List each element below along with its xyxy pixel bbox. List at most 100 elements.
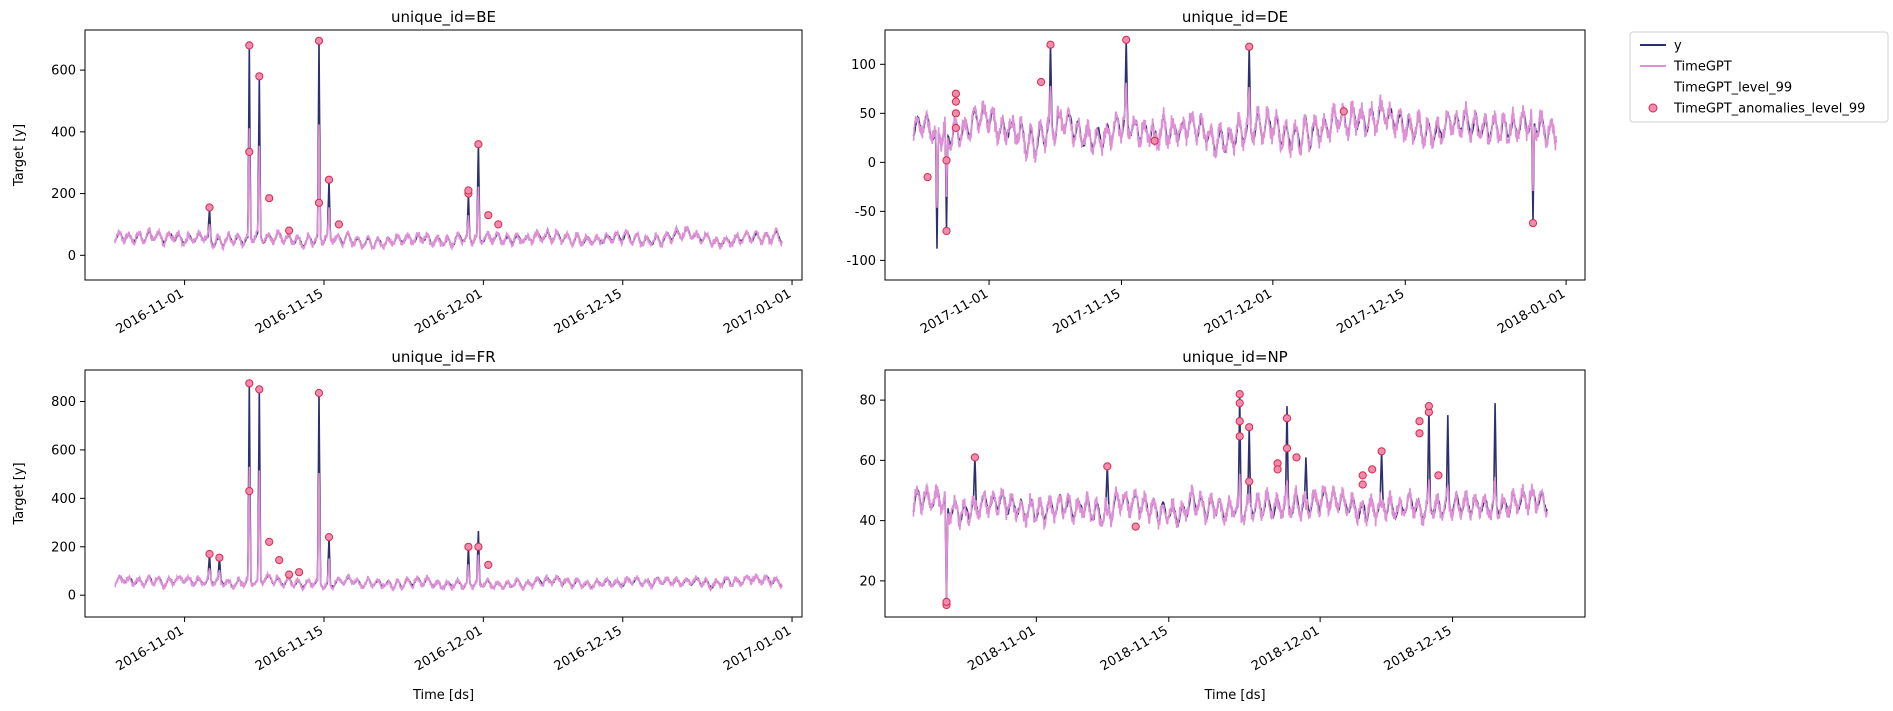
y-tick-label: 40 [859, 514, 876, 529]
anomaly-point [1424, 402, 1434, 411]
x-tick-label: 2018-11-01 [965, 623, 1038, 674]
series-y-line [114, 383, 783, 590]
anomaly-point [245, 147, 254, 156]
anomaly-point [205, 549, 214, 559]
y-tick-label: -100 [846, 254, 876, 269]
legend-item: y [1640, 39, 1682, 54]
legend: y TimeGPT TimeGPT_level_99 TimeGPT_anomalie… [1629, 31, 1889, 123]
anomaly-point [255, 385, 264, 394]
panel-title: unique_id=BE [391, 8, 496, 27]
chart-panel: -100 -50 0 50 100 2017-11-01 2017-11-15 2017-12… [846, 8, 1586, 337]
y-tick-label: 200 [51, 187, 76, 202]
anomaly-point [215, 553, 224, 562]
legend-item: TimeGPT_level_99 [1673, 81, 1792, 96]
y-tick-label: 100 [851, 58, 876, 73]
anomaly-point [324, 175, 334, 184]
y-tick-label: 600 [51, 443, 76, 458]
series-timegpt-line [114, 124, 783, 252]
anomaly-point [484, 560, 493, 570]
y-axis-label: Target [y] [12, 124, 27, 187]
anomaly-point [1415, 417, 1424, 426]
anomaly-point [314, 36, 324, 45]
anomaly-point [1122, 35, 1131, 44]
y-tick-label: 400 [51, 125, 76, 140]
y-tick-label: 80 [859, 394, 876, 409]
anomaly-point [474, 140, 483, 149]
x-axis-label: Time [ds] [1203, 688, 1265, 703]
anomaly-point [1235, 399, 1244, 408]
anomaly-point [285, 226, 294, 235]
x-tick-label: 2017-12-01 [1202, 286, 1275, 337]
legend-item: TimeGPT_anomalies_level_99 [1648, 102, 1865, 117]
chart-panel: 20 40 60 80 2018-11-01 2018-11-15 2018-12-01 20… [859, 348, 1586, 703]
anomaly-point [1273, 465, 1282, 474]
anomaly-point [1377, 447, 1386, 456]
x-tick-label: 2016-11-15 [253, 623, 326, 674]
legend-label: TimeGPT_anomalies_level_99 [1673, 102, 1865, 117]
anomaly-point [1150, 136, 1159, 145]
anomaly-point [1368, 465, 1377, 474]
y-tick-label: 200 [51, 540, 76, 555]
anomaly-point [951, 97, 961, 106]
anomaly-point [1131, 522, 1140, 531]
y-tick-label: 60 [859, 454, 876, 469]
y-tick-label: 400 [51, 492, 76, 507]
anomaly-point [1245, 42, 1254, 51]
anomaly-point [942, 597, 951, 607]
anomaly-point [951, 109, 961, 118]
anomaly-point [1046, 40, 1055, 49]
panel-title: unique_id=DE [1182, 8, 1288, 27]
plot-frame [84, 29, 803, 281]
legend-swatch [1648, 103, 1658, 113]
anomaly-point [1245, 477, 1254, 486]
anomaly-point [265, 194, 274, 203]
series-timegpt-line [912, 82, 1558, 208]
anomaly-point [1235, 432, 1244, 441]
anomaly-point [1358, 480, 1367, 489]
x-tick-label: 2018-11-15 [1098, 623, 1171, 674]
y-tick-label: 0 [68, 249, 76, 264]
series-timegpt-line [912, 473, 1548, 600]
y-tick-label: 0 [68, 589, 76, 604]
y-tick-label: 800 [51, 395, 76, 410]
anomaly-point [1358, 471, 1367, 480]
x-tick-label: 2016-12-15 [552, 623, 625, 674]
chart-panel: 0 200 400 600 2016-11-01 2016-11-15 2016-12-01… [12, 8, 803, 337]
anomaly-point [1282, 414, 1292, 423]
x-axis-label: Time [ds] [412, 688, 474, 703]
x-tick-label: 2016-11-01 [114, 286, 187, 337]
x-tick-label: 2018-01-01 [1495, 286, 1568, 337]
panel-title: unique_id=NP [1182, 348, 1287, 367]
anomaly-point [314, 198, 324, 207]
plot-frame [884, 369, 1586, 618]
x-tick-label: 2016-12-01 [412, 286, 485, 337]
legend-label: y [1674, 39, 1682, 54]
anomaly-point [1282, 444, 1292, 453]
anomaly-point [1434, 471, 1443, 480]
anomaly-point [464, 186, 473, 195]
plot-frame [84, 369, 803, 618]
anomaly-point [334, 220, 343, 229]
x-tick-label: 2016-11-01 [114, 623, 187, 674]
series-y-line [114, 40, 783, 249]
anomaly-point [1528, 219, 1538, 228]
anomaly-point [275, 556, 284, 565]
anomaly-point [1339, 107, 1348, 116]
anomaly-point [285, 570, 294, 579]
anomaly-point [265, 537, 274, 547]
anomaly-point [245, 41, 254, 50]
legend-label: TimeGPT [1673, 60, 1732, 75]
x-tick-label: 2018-12-01 [1249, 623, 1322, 674]
anomaly-point [942, 156, 951, 165]
y-tick-label: 600 [51, 64, 76, 79]
legend-item: TimeGPT [1640, 60, 1732, 75]
anomaly-point [494, 220, 503, 229]
series-timegpt-line [114, 466, 783, 593]
y-axis-label: Target [y] [12, 462, 27, 525]
chart-panel: 0 200 400 600 800 2016-11-01 2016-11-15 2016-12… [12, 348, 803, 703]
anomaly-point [1235, 417, 1244, 426]
anomaly-point [474, 542, 483, 551]
x-tick-label: 2016-11-15 [253, 286, 326, 337]
x-tick-label: 2017-01-01 [721, 286, 794, 337]
